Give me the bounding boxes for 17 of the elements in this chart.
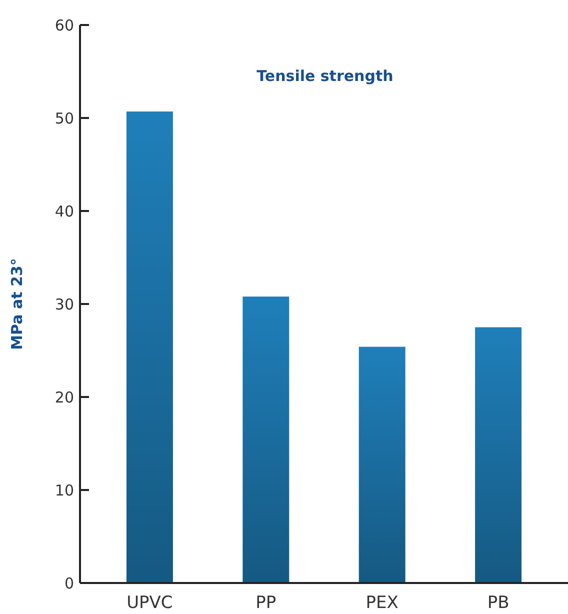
x-tick-label: UPVC	[126, 593, 173, 613]
y-tick-label: 10	[54, 481, 74, 500]
bar	[358, 346, 406, 583]
y-tick-label: 60	[54, 16, 74, 34]
y-tick-label: 50	[54, 109, 74, 128]
x-tick-label: PEX	[366, 593, 399, 613]
bar	[242, 296, 290, 583]
bar	[126, 111, 173, 583]
x-tick-label: PP	[256, 593, 276, 613]
y-axis-title: MPa at 23°	[8, 258, 26, 350]
x-tick-label: PB	[487, 593, 510, 613]
y-tick-label: 20	[54, 388, 74, 406]
y-tick-label: 30	[54, 295, 74, 314]
text: Tensile strength	[256, 67, 394, 85]
bar	[475, 327, 522, 583]
y-tick-label: 40	[54, 202, 74, 220]
y-tick-label: 0	[64, 574, 74, 592]
